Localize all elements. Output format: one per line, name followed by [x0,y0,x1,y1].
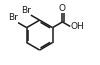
Text: Br: Br [8,13,18,22]
Text: O: O [59,4,66,13]
Text: Br: Br [21,6,30,15]
Text: OH: OH [71,22,84,31]
